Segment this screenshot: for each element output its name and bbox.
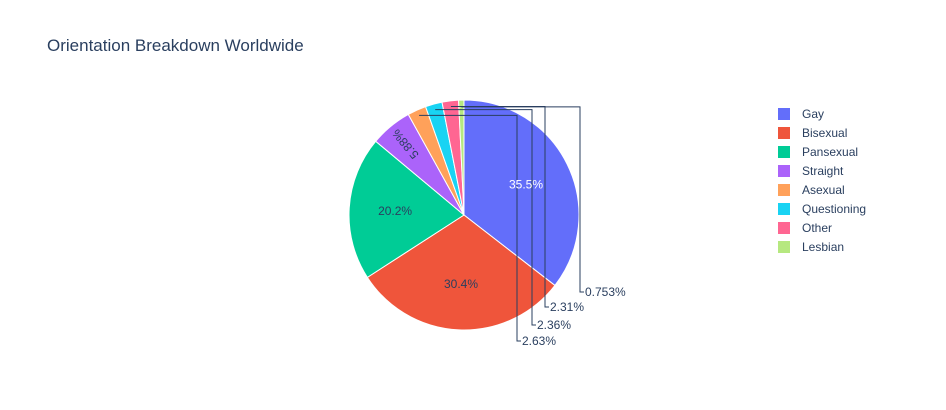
legend-swatch-bisexual bbox=[778, 127, 790, 139]
chart-title: Orientation Breakdown Worldwide bbox=[47, 36, 304, 55]
leader-line-lesbian bbox=[461, 106, 584, 293]
legend-swatch-asexual bbox=[778, 184, 790, 196]
legend-label-questioning: Questioning bbox=[802, 202, 866, 216]
slice-label-other: 2.31% bbox=[550, 300, 584, 314]
leader-line-asexual bbox=[419, 114, 521, 342]
legend-swatch-other bbox=[778, 222, 790, 234]
slice-gay[interactable] bbox=[463, 99, 580, 287]
legend-item-bisexual[interactable]: Bisexual bbox=[778, 126, 847, 140]
legend-label-bisexual: Bisexual bbox=[802, 126, 847, 140]
legend-item-other[interactable]: Other bbox=[778, 221, 832, 235]
leader-lines bbox=[419, 106, 584, 342]
slice-label-asexual: 2.63% bbox=[522, 334, 556, 348]
legend-label-pansexual: Pansexual bbox=[802, 145, 858, 159]
slice-lesbian[interactable] bbox=[458, 99, 465, 216]
legend: Gay Bisexual Pansexual Straight Asexual Quest… bbox=[778, 107, 866, 254]
legend-swatch-pansexual bbox=[778, 146, 790, 158]
pie-slices bbox=[348, 99, 580, 331]
legend-item-lesbian[interactable]: Lesbian bbox=[778, 240, 844, 254]
slice-label-lesbian: 0.753% bbox=[585, 285, 626, 299]
leader-line-questioning bbox=[435, 109, 536, 326]
legend-label-asexual: Asexual bbox=[802, 183, 845, 197]
legend-swatch-lesbian bbox=[778, 241, 790, 253]
slice-pansexual[interactable] bbox=[348, 140, 465, 279]
slice-label-bisexual: 30.4% bbox=[444, 277, 478, 291]
slice-label-questioning: 2.36% bbox=[537, 318, 571, 332]
slice-bisexual[interactable] bbox=[366, 214, 556, 331]
legend-item-asexual[interactable]: Asexual bbox=[778, 183, 845, 197]
legend-swatch-straight bbox=[778, 165, 790, 177]
legend-label-lesbian: Lesbian bbox=[802, 240, 844, 254]
legend-item-pansexual[interactable]: Pansexual bbox=[778, 145, 858, 159]
slice-label-gay: 35.5% bbox=[509, 178, 543, 192]
legend-item-questioning[interactable]: Questioning bbox=[778, 202, 866, 216]
legend-label-straight: Straight bbox=[802, 164, 844, 178]
legend-label-gay: Gay bbox=[802, 107, 824, 121]
legend-item-straight[interactable]: Straight bbox=[778, 164, 844, 178]
legend-swatch-questioning bbox=[778, 203, 790, 215]
slice-label-pansexual: 20.2% bbox=[378, 204, 412, 218]
legend-label-other: Other bbox=[802, 221, 832, 235]
legend-swatch-gay bbox=[778, 108, 790, 120]
legend-item-gay[interactable]: Gay bbox=[778, 107, 824, 121]
